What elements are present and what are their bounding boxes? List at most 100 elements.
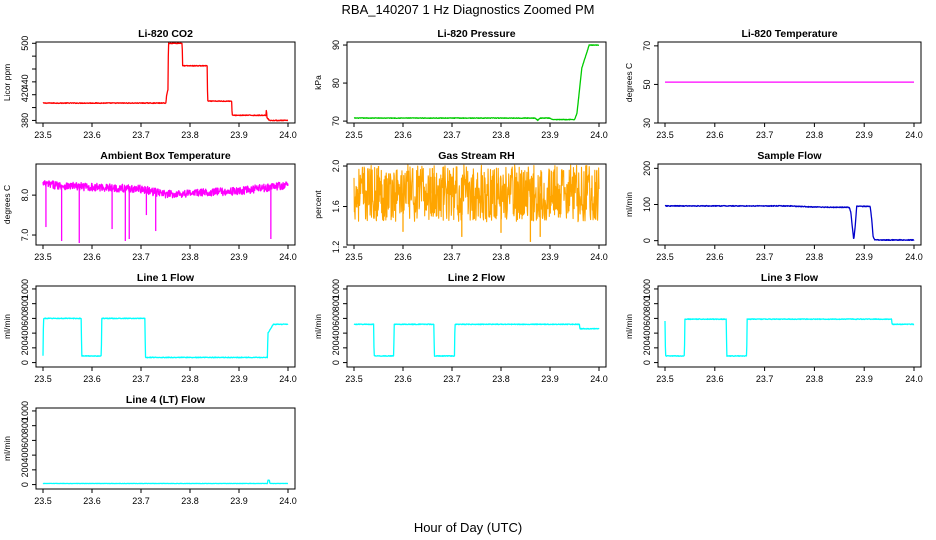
y-tick-label: 800 (20, 418, 30, 433)
x-tick-label: 23.6 (706, 130, 724, 140)
y-axis-label: kPa (313, 75, 323, 90)
x-tick-label: 23.9 (855, 374, 873, 384)
y-tick-label: 400 (331, 326, 341, 341)
y-tick-label: 1000 (20, 401, 30, 421)
series-line (664, 204, 915, 242)
y-tick-label: 1000 (642, 279, 652, 299)
y-axis-label: ml/min (624, 314, 634, 339)
x-tick-label: 23.8 (492, 130, 510, 140)
x-tick-label: 23.7 (443, 374, 461, 384)
panel-title: Line 3 Flow (761, 272, 819, 284)
series-line (42, 317, 289, 359)
x-tick-label: 23.7 (132, 252, 150, 262)
plot-frame (657, 285, 922, 368)
x-tick-label: 24.0 (590, 130, 608, 140)
y-tick-label: 100 (642, 197, 652, 212)
x-tick-label: 23.7 (132, 496, 150, 506)
x-tick-label: 23.8 (181, 130, 199, 140)
y-tick-label: 1.6 (331, 200, 341, 213)
y-tick-label: 400 (642, 326, 652, 341)
y-tick-label: 2.0 (331, 160, 341, 173)
plot-frame (35, 407, 296, 490)
y-tick-label: 0 (20, 482, 30, 487)
x-tick-label: 24.0 (905, 252, 923, 262)
panel-title: Ambient Box Temperature (100, 150, 231, 162)
y-axis-label: ml/min (313, 314, 323, 339)
panels-group: Li-820 CO2 23.5 23.6 23.7 23.8 23.9 24.0 380 420… (2, 28, 923, 506)
x-tick-label: 23.7 (756, 130, 774, 140)
y-tick-label: 70 (642, 41, 652, 51)
x-tick-label: 23.8 (492, 374, 510, 384)
panel-title: Line 4 (LT) Flow (126, 394, 206, 406)
y-tick-label: 800 (20, 296, 30, 311)
y-tick-label: 0 (642, 238, 652, 243)
x-tick-label: 23.8 (806, 130, 824, 140)
plot-frame (346, 285, 607, 368)
panel-line-3-flow: Line 3 Flow 23.5 23.6 23.7 23.8 23.9 24.0 0 2004… (624, 272, 923, 384)
panel-title: Li-820 CO2 (138, 28, 193, 40)
y-axis-label: degrees C (624, 63, 634, 102)
x-tick-label: 23.6 (83, 374, 101, 384)
y-tick-label: 800 (331, 296, 341, 311)
y-axis-label: Licor ppm (2, 64, 12, 101)
panel-gas-stream-rh: Gas Stream RH 23.5 23.6 23.7 23.8 23.9 24.0 1.2… (313, 150, 608, 262)
x-tick-label: 23.5 (34, 496, 52, 506)
series-line (42, 180, 289, 199)
panel-line-2-flow: Line 2 Flow 23.5 23.6 23.7 23.8 23.9 24.0 0 2004… (313, 272, 608, 384)
x-tick-label: 23.6 (394, 252, 412, 262)
plot-frame (346, 41, 607, 124)
y-tick-label: 420 (20, 87, 30, 102)
y-tick-label: 0 (642, 360, 652, 365)
panel-sample-flow: Sample Flow 23.5 23.6 23.7 23.8 23.9 24.0 0 100 2… (624, 150, 923, 262)
x-tick-label: 23.5 (345, 374, 363, 384)
y-tick-label: 600 (20, 311, 30, 326)
x-tick-label: 24.0 (279, 130, 297, 140)
y-tick-label: 400 (20, 326, 30, 341)
panel-line-1-flow: Line 1 Flow 23.5 23.6 23.7 23.8 23.9 24.0 0 2004… (2, 272, 297, 384)
y-tick-label: 30 (642, 118, 652, 128)
x-tick-label: 23.5 (34, 374, 52, 384)
x-tick-label: 23.9 (230, 130, 248, 140)
panel-title: Li-820 Temperature (741, 28, 837, 40)
y-axis-label: ml/min (2, 436, 12, 461)
y-tick-label: 200 (642, 340, 652, 355)
y-axis-label: degrees C (2, 185, 12, 224)
x-tick-label: 24.0 (905, 130, 923, 140)
y-tick-label: 1000 (331, 279, 341, 299)
panel-li-820-co2: Li-820 CO2 23.5 23.6 23.7 23.8 23.9 24.0 380 420… (2, 28, 297, 140)
plot-frame (35, 41, 296, 124)
x-tick-label: 23.8 (492, 252, 510, 262)
y-tick-label: 380 (20, 113, 30, 128)
series-line (664, 318, 915, 357)
x-tick-label: 24.0 (590, 374, 608, 384)
series-line (353, 323, 600, 357)
plot-frame (346, 163, 607, 246)
x-tick-label: 24.0 (279, 374, 297, 384)
y-tick-label: 70 (331, 116, 341, 126)
x-tick-label: 23.9 (230, 374, 248, 384)
y-tick-label: 0 (331, 360, 341, 365)
plot-frame (35, 163, 296, 246)
y-tick-label: 500 (20, 36, 30, 51)
series-line (42, 479, 289, 485)
y-tick-label: 600 (331, 311, 341, 326)
y-tick-label: 200 (20, 462, 30, 477)
x-tick-label: 23.7 (443, 252, 461, 262)
y-tick-label: 0 (20, 360, 30, 365)
x-tick-label: 23.9 (541, 374, 559, 384)
y-tick-label: 50 (642, 79, 652, 89)
x-tick-label: 23.9 (230, 496, 248, 506)
y-tick-label: 200 (642, 161, 652, 176)
x-tick-label: 23.7 (756, 252, 774, 262)
y-tick-label: 1.2 (331, 241, 341, 254)
panel-line-4-lt-flow: Line 4 (LT) Flow 23.5 23.6 23.7 23.8 23.9 24.0… (2, 394, 297, 506)
y-tick-label: 200 (331, 340, 341, 355)
x-tick-label: 23.9 (855, 252, 873, 262)
x-tick-label: 23.8 (806, 252, 824, 262)
x-tick-label: 23.5 (345, 130, 363, 140)
panel-title: Sample Flow (757, 150, 822, 162)
figure-title: RBA_140207 1 Hz Diagnostics Zoomed PM (342, 2, 595, 17)
y-tick-label: 7.0 (20, 229, 30, 242)
x-tick-label: 23.6 (83, 252, 101, 262)
x-tick-label: 23.7 (132, 130, 150, 140)
